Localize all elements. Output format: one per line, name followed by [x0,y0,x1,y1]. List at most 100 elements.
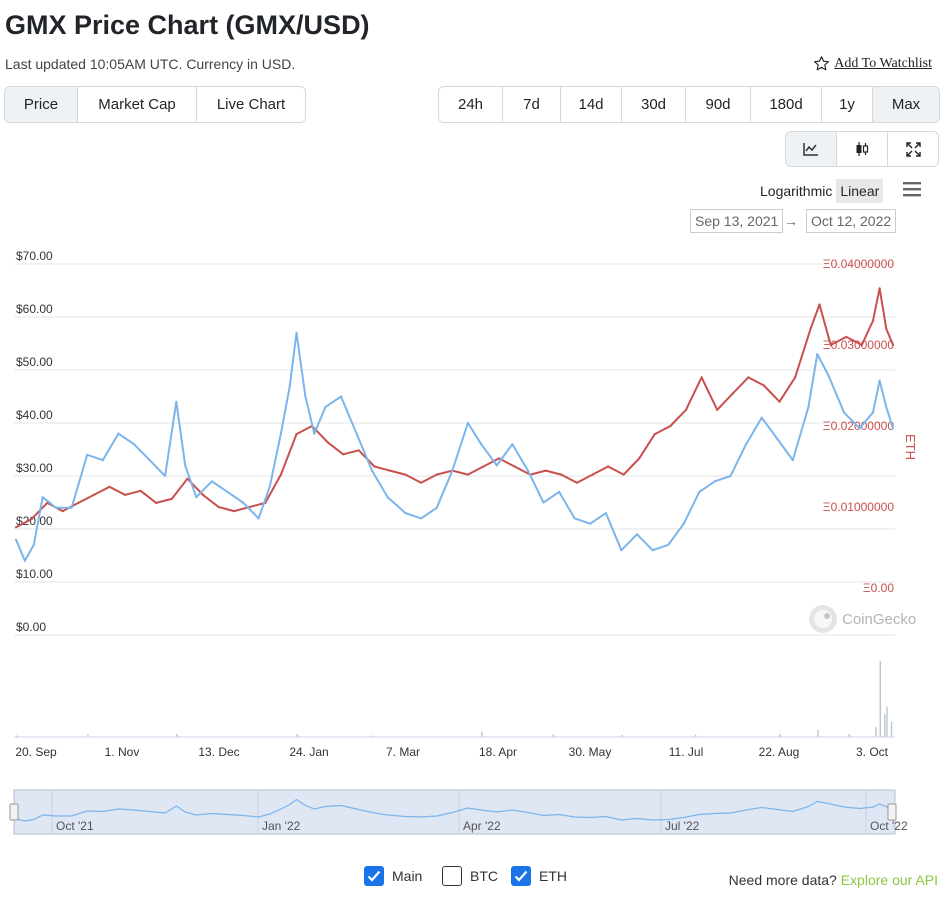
line-chart-button[interactable] [786,132,836,166]
legend-main[interactable]: Main [364,866,422,886]
data-point-main [41,496,44,499]
y-left-tick-label: $50.00 [16,355,53,369]
range-max[interactable]: Max [872,87,939,122]
data-point-main [729,474,732,478]
legend-eth[interactable]: ETH [511,866,567,886]
volume-bar [176,734,178,737]
data-point-eth [818,303,821,306]
volume-bar [817,729,819,737]
navigator-tick-label: Oct '21 [56,819,94,833]
y-left-tick-label: $40.00 [16,408,53,422]
data-point-main [226,490,229,493]
legend-btc[interactable]: BTC [442,866,498,886]
data-point-eth [591,473,594,476]
data-point-main [480,443,483,446]
range-1y[interactable]: 1y [821,87,872,122]
data-point-eth [513,465,516,468]
data-point-eth [357,449,360,452]
volume-bar [779,734,781,737]
scale-toggle: Logarithmic Linear [756,179,884,203]
data-point-main [324,406,327,409]
explore-api-link[interactable]: Explore our API [840,872,938,888]
legend-btc-label: BTC [470,868,498,884]
add-to-watchlist-link[interactable]: Add To Watchlist [813,55,932,72]
volume-bar [372,735,374,737]
data-point-eth [891,343,895,347]
y-axis-left: $0.00 $10.00 $20.00 $30.00 $40.00 $50.00 $60.0… [16,249,53,634]
data-point-eth [544,469,547,472]
navigator[interactable]: Oct '21 Jan '22 Apr '22 Jul '22 Oct '22 [9,789,908,835]
volume-bar [694,734,697,737]
x-tick-label: 20. Sep [15,745,57,759]
chart-type-selector [785,131,939,167]
data-point-main [257,517,260,520]
data-point-main [404,512,407,515]
navigator-tick-label: Jan '22 [262,819,301,833]
data-point-eth [622,473,625,476]
y-left-tick-label: $0.00 [16,620,46,634]
y-left-tick-label: $10.00 [16,567,53,581]
y-left-tick-label: $60.00 [16,302,53,316]
volume-bars [16,661,893,737]
eth-checkbox[interactable] [511,866,531,886]
data-point-eth [14,526,18,529]
range-24h[interactable]: 24h [439,87,502,122]
date-to-input[interactable]: Oct 12, 2022 [806,209,897,233]
data-point-eth [575,481,579,484]
data-point-main [885,406,888,409]
main-checkbox[interactable] [364,866,384,886]
data-point-main [466,421,469,425]
data-point-main [842,411,846,414]
data-point-eth [279,473,282,476]
data-point-main [891,427,895,430]
data-point-main [807,406,810,409]
range-90d[interactable]: 90d [685,87,750,122]
navigator-series-line [15,798,894,822]
data-point-eth [653,433,656,436]
data-point-main [55,506,58,509]
data-point-eth [233,510,236,513]
volume-bar [875,726,877,737]
data-point-eth [669,424,672,428]
data-point-main [682,522,685,525]
data-point-eth [186,477,189,480]
range-30d[interactable]: 30d [621,87,685,122]
data-point-eth [155,501,158,504]
data-point-main [526,469,530,472]
check-icon [514,870,528,882]
price-chart[interactable]: $0.00 $10.00 $20.00 $30.00 $40.00 $50.00 $60.0… [0,240,952,840]
data-point-main [827,374,830,377]
data-point-eth [885,327,888,330]
data-point-eth [61,510,64,513]
range-180d[interactable]: 180d [750,87,821,122]
series-line-main [15,331,894,562]
x-tick-label: 3. Oct [856,745,889,759]
fullscreen-button[interactable] [887,132,938,166]
btc-checkbox[interactable] [442,866,462,886]
star-icon [814,56,830,71]
range-14d[interactable]: 14d [560,87,621,122]
fullscreen-icon [905,141,921,157]
data-point-main [435,506,438,509]
logarithmic-toggle[interactable]: Logarithmic [760,183,833,199]
date-from-input[interactable]: Sep 13, 2021 [690,209,784,233]
tab-price[interactable]: Price [5,87,77,122]
x-tick-label: 22. Aug [759,745,800,759]
x-tick-label: 1. Nov [105,745,140,759]
y-right-tick-label: Ξ0.04000000 [823,257,895,271]
candlestick-button[interactable] [836,132,887,166]
data-point-main [698,490,701,493]
data-point-eth [77,501,80,504]
hamburger-menu-icon[interactable] [902,181,922,197]
data-point-eth [201,493,205,496]
data-point-eth [878,287,881,290]
linear-toggle[interactable]: Linear [836,179,884,203]
volume-bar [296,734,298,737]
tab-market-cap[interactable]: Market Cap [77,87,196,122]
volume-bar [879,661,881,737]
tab-live-chart[interactable]: Live Chart [196,87,305,122]
range-7d[interactable]: 7d [502,87,560,122]
data-point-main [651,549,654,552]
data-point-eth [92,493,95,496]
data-point-main [620,549,623,552]
